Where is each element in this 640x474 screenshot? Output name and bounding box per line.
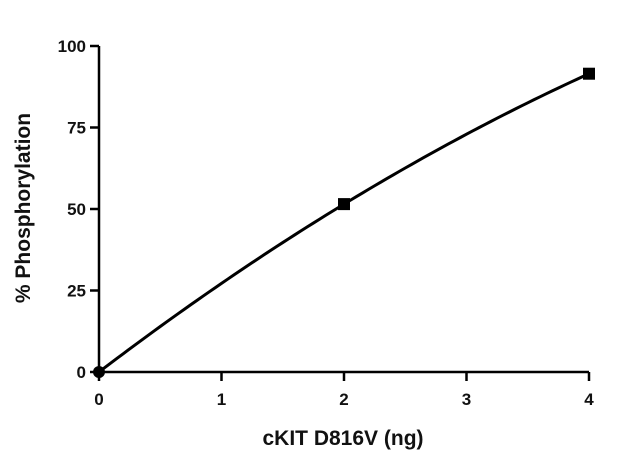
x-tick-label: 2 xyxy=(339,390,348,409)
series xyxy=(93,67,595,378)
data-point xyxy=(338,198,350,211)
x-tick-label: 0 xyxy=(94,390,103,409)
x-tick-labels: 0 1 2 3 4 xyxy=(94,390,594,409)
x-axis-label: cKIT D816V (ng) xyxy=(262,427,423,450)
data-point xyxy=(583,67,595,80)
y-tick-label: 50 xyxy=(67,200,86,219)
y-axis-label: % Phosphorylation xyxy=(12,113,35,303)
x-tick-label: 1 xyxy=(217,390,226,409)
y-tick-label: 75 xyxy=(67,119,86,138)
data-point xyxy=(93,366,105,378)
x-tick-label: 4 xyxy=(584,390,594,409)
y-tick-label: 100 xyxy=(58,37,86,56)
tick-marks xyxy=(90,44,591,381)
x-tick-label: 3 xyxy=(462,390,471,409)
series-line xyxy=(98,72,590,374)
y-tick-label: 25 xyxy=(67,282,86,301)
y-tick-label: 0 xyxy=(77,363,86,382)
y-tick-labels: 0 25 50 75 100 xyxy=(58,37,86,382)
